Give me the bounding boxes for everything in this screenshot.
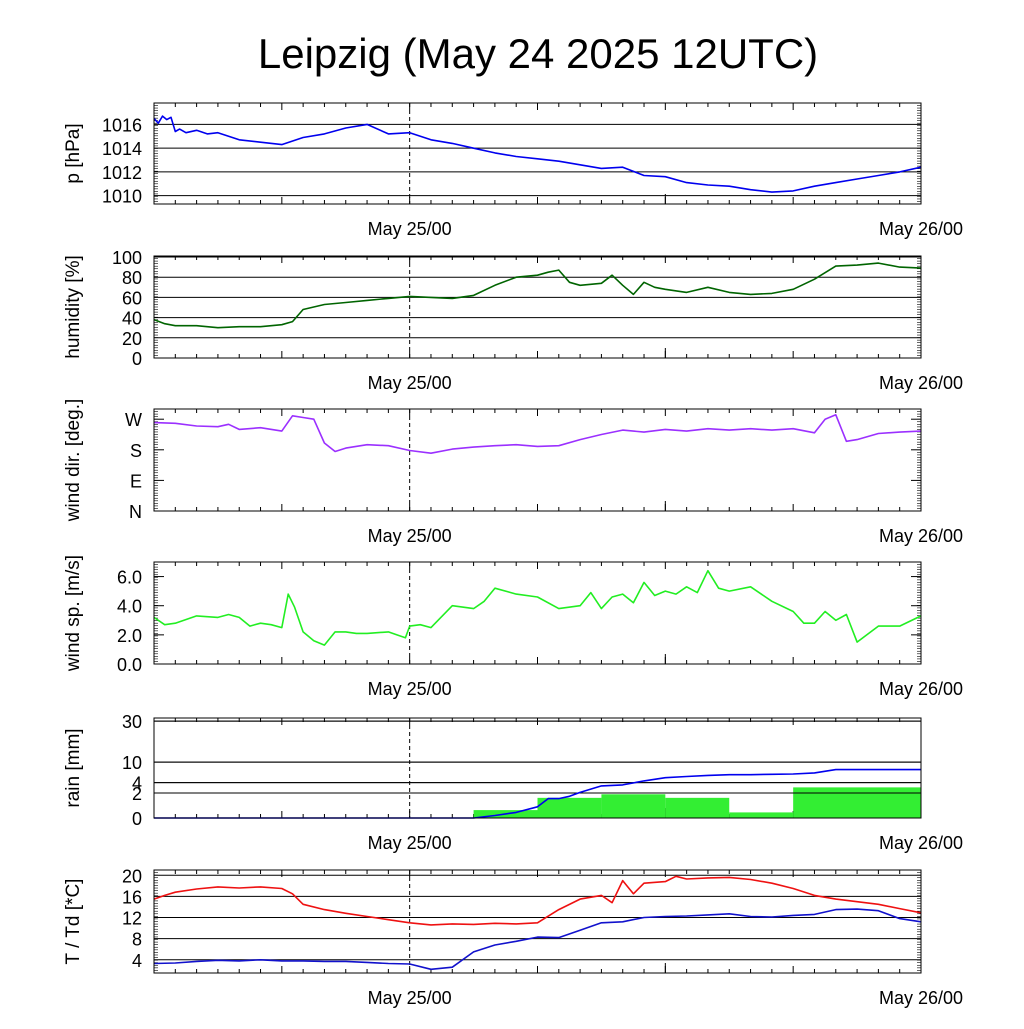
wind-speed-xtick-label: May 25/00 (368, 679, 452, 699)
wind-speed-axis-label: wind sp. [m/s] (63, 555, 84, 672)
rain-rain-bar (793, 787, 921, 818)
rain-rain-bar (729, 812, 793, 818)
wind-direction-ytick-label: E (130, 471, 142, 491)
rain-rain-bar (538, 798, 602, 818)
wind-direction-xtick-label: May 25/00 (368, 526, 452, 546)
humidity-axis-label: humidity [%] (63, 255, 84, 358)
wind-direction-xtick-label: May 26/00 (879, 526, 963, 546)
rain-rain-bar (665, 798, 729, 818)
humidity-ytick-label: 80 (122, 268, 142, 288)
wind-speed-ytick-label: 4.0 (117, 597, 142, 617)
humidity-ytick-label: 100 (112, 248, 142, 268)
pressure-ytick-label: 1016 (102, 115, 142, 135)
pressure-pressure-line (154, 116, 921, 192)
wind-speed-panel: 0.0 2.0 4.0 6.0 May 25/00 May 26/00 wind sp. [… (63, 555, 963, 699)
pressure-axis-label: p [hPa] (63, 123, 84, 183)
humidity-ytick-label: 0 (132, 349, 142, 369)
rain-ytick-label: 4 (132, 774, 142, 794)
rain-xtick-label: May 26/00 (879, 833, 963, 853)
wind-direction-wind-dir-line (154, 415, 921, 453)
pressure-ytick-label: 1012 (102, 163, 142, 183)
temperature-axis-label: T / Td [*C] (63, 879, 84, 965)
pressure-xtick-label: May 25/00 (368, 219, 452, 239)
temperature-xtick-label: May 25/00 (368, 988, 452, 1008)
wind-speed-frame (154, 562, 921, 664)
temperature-ytick-label: 8 (132, 930, 142, 950)
wind-direction-axis-label: wind dir. [deg.] (63, 399, 84, 523)
wind-direction-ytick-label: W (125, 410, 142, 430)
pressure-panel: 1010 1012 1014 1016 May 25/00 May 26/00 p [hPa… (63, 103, 963, 239)
humidity-frame (154, 256, 921, 358)
temperature-ytick-label: 4 (132, 951, 142, 971)
wind-speed-ytick-label: 6.0 (117, 568, 142, 588)
temperature-ytick-label: 12 (122, 909, 142, 929)
wind-speed-xtick-label: May 26/00 (879, 679, 963, 699)
temperature-xtick-label: May 26/00 (879, 988, 963, 1008)
rain-axis-label: rain [mm] (63, 728, 84, 807)
wind-speed-ytick-label: 2.0 (117, 626, 142, 646)
humidity-xtick-label: May 25/00 (368, 373, 452, 393)
wind-direction-frame (154, 409, 921, 511)
rain-ytick-label: 0 (132, 809, 142, 829)
humidity-xtick-label: May 26/00 (879, 373, 963, 393)
rain-ytick-label: 10 (122, 753, 142, 773)
rain-xtick-label: May 25/00 (368, 833, 452, 853)
humidity-ytick-label: 40 (122, 309, 142, 329)
rain-ytick-label: 30 (122, 712, 142, 732)
pressure-ytick-label: 1010 (102, 187, 142, 207)
pressure-xtick-label: May 26/00 (879, 219, 963, 239)
temperature-frame (154, 870, 921, 973)
chart-title: Leipzig (May 24 2025 12UTC) (258, 30, 818, 77)
humidity-ytick-label: 60 (122, 288, 142, 308)
humidity-ytick-label: 20 (122, 329, 142, 349)
wind-speed-ytick-label: 0.0 (117, 655, 142, 675)
rain-rain-bar (601, 794, 665, 818)
temperature-ytick-label: 20 (122, 866, 142, 886)
temperature-ytick-label: 16 (122, 887, 142, 907)
wind-direction-ytick-label: N (129, 502, 142, 522)
pressure-ytick-label: 1014 (102, 139, 142, 159)
wind-direction-ytick-label: S (130, 441, 142, 461)
wind-speed-wind-speed-line (154, 571, 921, 645)
